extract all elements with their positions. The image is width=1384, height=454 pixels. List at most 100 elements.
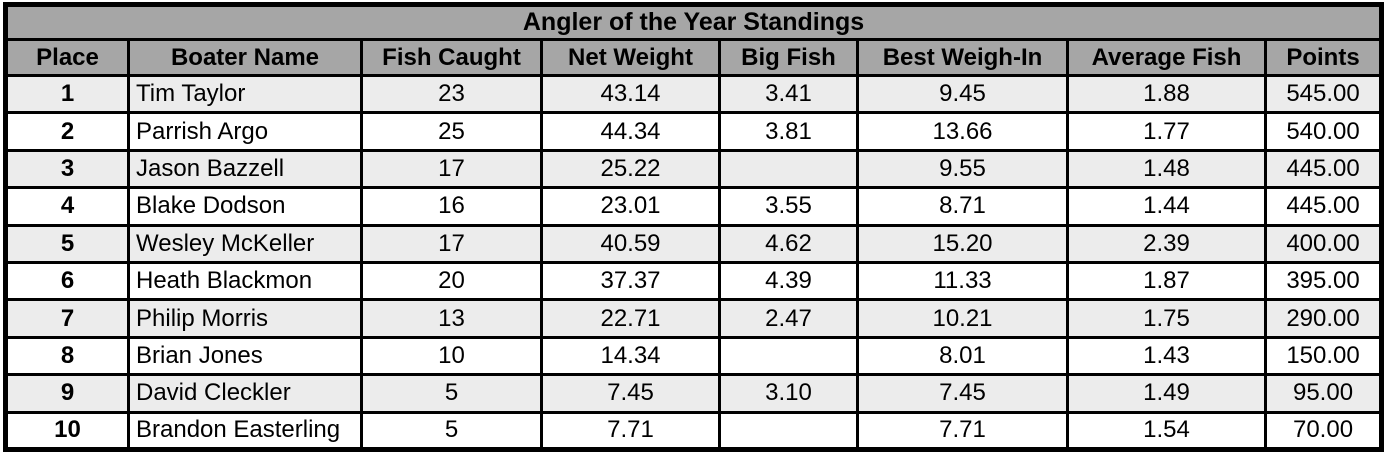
table-row: 6 Heath Blackmon 20 37.37 4.39 11.33 1.87 395.0… — [4, 260, 1384, 302]
table-cell: 395.00 — [1263, 260, 1384, 302]
table-cell: 445.00 — [1263, 186, 1384, 227]
table-row: 3 Jason Bazzell 17 25.22 9.55 1.48 445.00 — [4, 148, 1384, 190]
table-cell: 1.75 — [1066, 298, 1267, 339]
table-row: 4 Blake Dodson 16 23.01 3.55 8.71 1.44 445.00 — [4, 186, 1384, 227]
table-cell: 445.00 — [1263, 148, 1384, 190]
table-cell: 8 — [4, 335, 130, 377]
table-body: 1 Tim Taylor 23 43.14 3.41 9.45 1.88 545.00 2 Par… — [4, 73, 1384, 452]
table-cell: Tim Taylor — [127, 73, 363, 115]
table-cell: Parrish Argo — [127, 111, 363, 152]
table-cell: 13.66 — [856, 111, 1069, 152]
table-cell: 7.45 — [856, 373, 1069, 414]
standings-table: Angler of the Year Standings Place Boate… — [3, 2, 1384, 452]
table-cell: 7 — [4, 298, 130, 339]
table-cell: 3.55 — [718, 186, 859, 227]
column-header-net-weight: Net Weight — [540, 38, 721, 77]
table-cell — [718, 148, 859, 190]
table-cell: 20 — [360, 260, 543, 302]
table-cell: 44.34 — [540, 111, 721, 152]
header-row: Place Boater Name Fish Caught Net Weight… — [4, 38, 1384, 77]
table-cell: 43.14 — [540, 73, 721, 115]
table-cell: 1.44 — [1066, 186, 1267, 227]
table-cell: 4.62 — [718, 223, 859, 264]
column-header-boater-name: Boater Name — [127, 38, 363, 77]
table-cell: 8.01 — [856, 335, 1069, 377]
table-cell: 9.55 — [856, 148, 1069, 190]
table-cell: 17 — [360, 223, 543, 264]
table-row: 9 David Cleckler 5 7.45 3.10 7.45 1.49 95.00 — [4, 373, 1384, 414]
column-header-fish-caught: Fish Caught — [360, 38, 543, 77]
table-cell: 15.20 — [856, 223, 1069, 264]
table-title: Angler of the Year Standings — [3, 3, 1384, 41]
table-cell: 7.45 — [540, 373, 721, 414]
column-header-points: Points — [1263, 38, 1384, 77]
title-row: Angler of the Year Standings — [3, 3, 1384, 41]
table-cell: 2.47 — [718, 298, 859, 339]
table-cell: 2 — [4, 111, 130, 152]
table-cell: 7.71 — [856, 410, 1069, 452]
table-cell: 40.59 — [540, 223, 721, 264]
table-cell: 70.00 — [1263, 410, 1384, 452]
table-cell: 3.41 — [718, 73, 859, 115]
table-cell: 8.71 — [856, 186, 1069, 227]
table-cell: David Cleckler — [127, 373, 363, 414]
table-cell: 545.00 — [1263, 73, 1384, 115]
table-cell: 25.22 — [540, 148, 721, 190]
table-cell: 5 — [360, 373, 543, 414]
table-cell: 1.48 — [1066, 148, 1267, 190]
table-cell: 95.00 — [1263, 373, 1384, 414]
table-cell: 1.87 — [1066, 260, 1267, 302]
table-cell: Blake Dodson — [127, 186, 363, 227]
table-cell: 3 — [4, 148, 130, 190]
table-cell: Heath Blackmon — [127, 260, 363, 302]
table-cell: 4.39 — [718, 260, 859, 302]
table-cell: 1.54 — [1066, 410, 1267, 452]
table-cell: 14.34 — [540, 335, 721, 377]
table-cell: 16 — [360, 186, 543, 227]
table-cell: 150.00 — [1263, 335, 1384, 377]
table-cell: 5 — [4, 223, 130, 264]
table-cell: 13 — [360, 298, 543, 339]
table-cell: 10.21 — [856, 298, 1069, 339]
table-cell: 7.71 — [540, 410, 721, 452]
table-row: 5 Wesley McKeller 17 40.59 4.62 15.20 2.39 400.… — [4, 223, 1384, 264]
table-cell: 23.01 — [540, 186, 721, 227]
table-cell: 9.45 — [856, 73, 1069, 115]
column-header-average-fish: Average Fish — [1066, 38, 1267, 77]
table-row: 8 Brian Jones 10 14.34 8.01 1.43 150.00 — [4, 335, 1384, 377]
table-row: 7 Philip Morris 13 22.71 2.47 10.21 1.75 290.00 — [4, 298, 1384, 339]
table-cell: 1.77 — [1066, 111, 1267, 152]
table-cell: 3.81 — [718, 111, 859, 152]
table-row: 1 Tim Taylor 23 43.14 3.41 9.45 1.88 545.00 — [4, 73, 1384, 115]
table-cell: 3.10 — [718, 373, 859, 414]
table-cell: 10 — [4, 410, 130, 452]
table-cell: 1.88 — [1066, 73, 1267, 115]
table-cell: Philip Morris — [127, 298, 363, 339]
table-cell: 37.37 — [540, 260, 721, 302]
table-cell: 400.00 — [1263, 223, 1384, 264]
table-cell: Jason Bazzell — [127, 148, 363, 190]
table-cell: 11.33 — [856, 260, 1069, 302]
table-cell: 6 — [4, 260, 130, 302]
table-cell: 1.43 — [1066, 335, 1267, 377]
table-cell: 17 — [360, 148, 543, 190]
table-cell — [718, 410, 859, 452]
table-cell: 1.49 — [1066, 373, 1267, 414]
column-header-best-weigh-in: Best Weigh-In — [856, 38, 1069, 77]
table-cell: 23 — [360, 73, 543, 115]
table-cell: 4 — [4, 186, 130, 227]
table-cell: 1 — [4, 73, 130, 115]
table-cell: 25 — [360, 111, 543, 152]
table-cell: 22.71 — [540, 298, 721, 339]
table-cell: Wesley McKeller — [127, 223, 363, 264]
table-row: 10 Brandon Easterling 5 7.71 7.71 1.54 70.00 — [4, 410, 1384, 452]
table-row: 2 Parrish Argo 25 44.34 3.81 13.66 1.77 540.00 — [4, 111, 1384, 152]
table-cell: 290.00 — [1263, 298, 1384, 339]
table-cell: 2.39 — [1066, 223, 1267, 264]
table-cell: 9 — [4, 373, 130, 414]
table-cell: Brandon Easterling — [127, 410, 363, 452]
column-header-big-fish: Big Fish — [718, 38, 859, 77]
table-cell: 540.00 — [1263, 111, 1384, 152]
table-cell — [718, 335, 859, 377]
table-cell: 5 — [360, 410, 543, 452]
